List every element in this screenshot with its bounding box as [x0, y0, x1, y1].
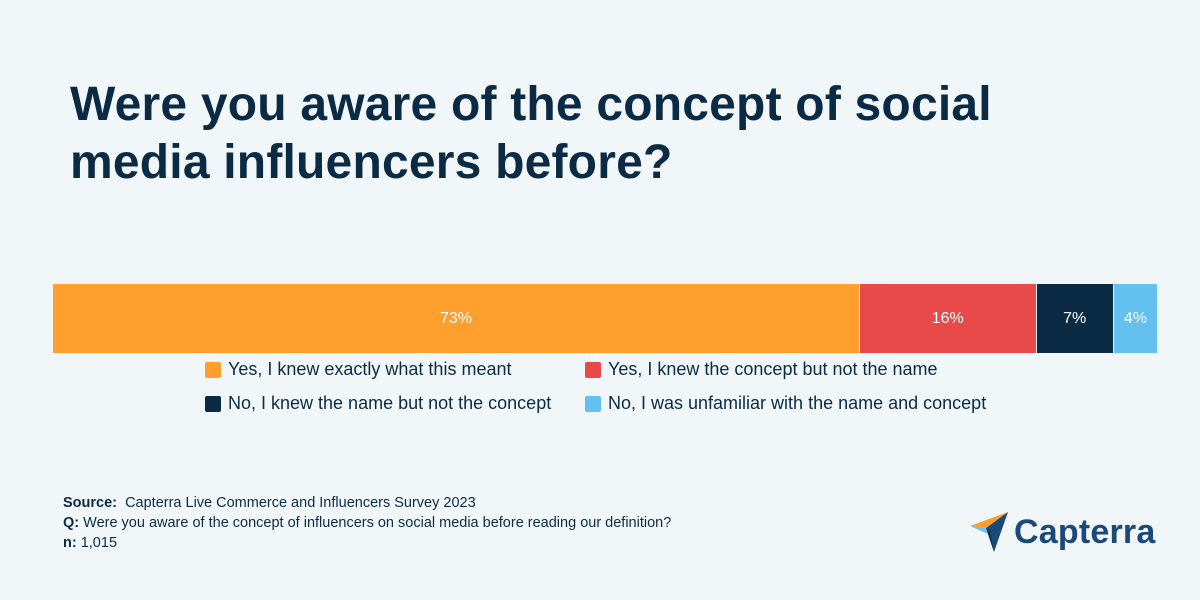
question-text: Were you aware of the concept of influen…: [83, 515, 672, 531]
legend-label: Yes, I knew exactly what this meant: [228, 359, 512, 379]
bar-segment-4: 4%: [1112, 284, 1157, 353]
legend: Yes, I knew exactly what this meant Yes, …: [205, 358, 1105, 415]
capterra-wordmark: Capterra: [1014, 512, 1156, 551]
bar-segment-label: 4%: [1123, 309, 1147, 327]
source-text: Capterra Live Commerce and Influencers S…: [125, 495, 476, 511]
bar-segment-3: 7%: [1035, 284, 1113, 353]
legend-item-2: Yes, I knew the concept but not the name: [585, 358, 1065, 381]
sample-size-label: n:: [63, 535, 77, 551]
capterra-arrow-icon: [970, 512, 1008, 552]
question-label: Q:: [63, 515, 80, 531]
legend-label: No, I knew the name but not the concept: [228, 393, 552, 413]
legend-label: No, I was unfamiliar with the name and c…: [608, 393, 987, 413]
chart-notes: Source: Capterra Live Commerce and Influ…: [63, 493, 671, 553]
legend-item-4: No, I was unfamiliar with the name and c…: [585, 392, 1065, 415]
legend-swatch: [205, 395, 221, 412]
legend-label: Yes, I knew the concept but not the name: [608, 359, 938, 379]
bar-segment-label: 73%: [439, 309, 472, 327]
legend-swatch: [585, 395, 601, 412]
bar-segment-1: 73%: [53, 284, 859, 353]
legend-swatch: [585, 361, 601, 378]
legend-item-3: No, I knew the name but not the concept: [205, 392, 585, 415]
legend-swatch: [205, 361, 221, 378]
legend-item-1: Yes, I knew exactly what this meant: [205, 358, 585, 381]
stacked-bar: 73% 16% 7% 4%: [53, 284, 1157, 353]
chart-title: Were you aware of the concept of social …: [70, 78, 992, 189]
question-line: Q: Were you aware of the concept of infl…: [63, 513, 671, 533]
bar-segment-2: 16%: [858, 284, 1036, 353]
sample-size-text: 1,015: [80, 535, 118, 551]
bar-segment-label: 7%: [1063, 309, 1087, 327]
capterra-logo: Capterra: [968, 510, 1155, 554]
sample-size-line: n: 1,015: [63, 533, 671, 553]
source-label: Source:: [63, 495, 117, 511]
source-line: Source: Capterra Live Commerce and Influ…: [63, 493, 671, 513]
bar-segment-label: 16%: [931, 309, 964, 327]
